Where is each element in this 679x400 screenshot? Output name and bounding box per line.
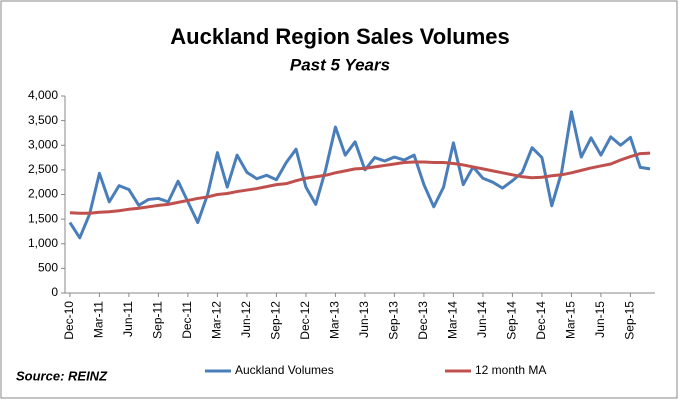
x-tick-label: Mar-11	[92, 301, 106, 338]
x-tick-label: Jun-15	[593, 301, 607, 338]
x-tick-label: Dec-14	[534, 301, 548, 340]
x-tick-label: Jun-14	[475, 301, 489, 338]
y-tick-label: 4,000	[28, 88, 58, 102]
x-tick-label: Dec-13	[416, 301, 430, 340]
x-tick-label: Dec-10	[62, 301, 76, 340]
chart-subtitle: Past 5 Years	[290, 55, 390, 74]
line-series	[69, 151, 651, 215]
x-tick-label: Jun-12	[239, 301, 253, 338]
chart-title: Auckland Region Sales Volumes	[170, 24, 509, 49]
y-tick-label: 2,000	[28, 187, 58, 201]
source-note: Source: REINZ	[16, 368, 108, 383]
y-tick-label: 2,500	[28, 162, 58, 176]
y-tick-label: 500	[38, 261, 58, 275]
y-tick-label: 1,000	[28, 236, 58, 250]
x-tick-label: Sep-15	[623, 301, 637, 340]
x-tick-label: Mar-13	[328, 301, 342, 339]
y-tick-label: 0	[51, 285, 58, 299]
y-tick-label: 3,000	[28, 137, 58, 151]
x-tick-label: Mar-12	[210, 301, 224, 339]
x-tick-label: Dec-12	[298, 301, 312, 340]
legend-label: 12 month MA	[475, 363, 546, 377]
line-series	[68, 110, 651, 240]
x-tick-label: Sep-13	[387, 301, 401, 340]
x-tick-label: Dec-11	[180, 301, 194, 339]
y-tick-label: 1,500	[28, 211, 58, 225]
x-tick-label: Sep-14	[505, 301, 519, 340]
x-tick-label: Sep-11	[151, 301, 165, 339]
y-tick-label: 3,500	[28, 113, 58, 127]
legend-label: Auckland Volumes	[235, 363, 334, 377]
x-tick-label: Sep-12	[269, 301, 283, 340]
x-tick-label: Jun-11	[121, 301, 135, 337]
x-tick-label: Mar-14	[446, 301, 460, 339]
x-tick-label: Jun-13	[357, 301, 371, 338]
x-tick-label: Mar-15	[564, 301, 578, 339]
